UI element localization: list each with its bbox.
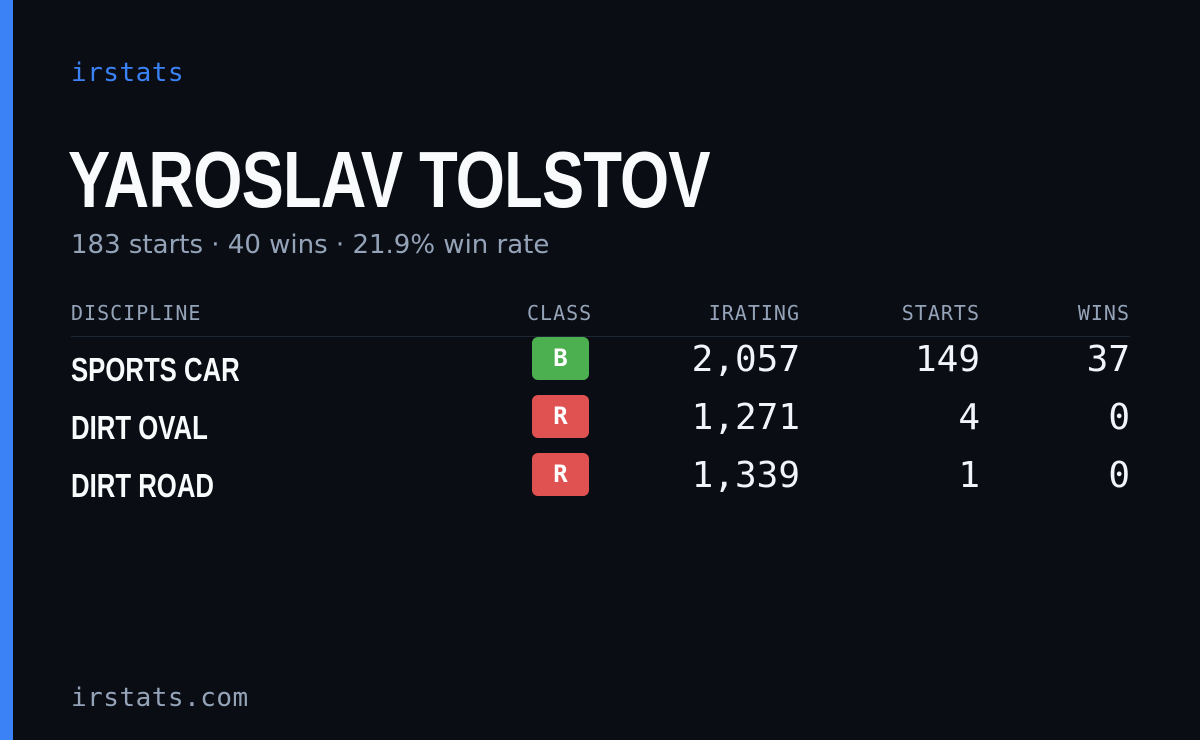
- irating-value: 1,271: [691, 397, 800, 438]
- wins-value: 0: [1108, 397, 1130, 438]
- accent-bar: [0, 0, 13, 740]
- starts-value: 149: [914, 339, 980, 380]
- wins-value: 37: [1086, 339, 1130, 380]
- driver-name: YAROSLAV TOLSTOV: [68, 135, 711, 224]
- license-class-badge: R: [532, 453, 589, 496]
- starts-value: 1: [958, 455, 980, 496]
- footer-url: irstats.com: [71, 683, 249, 713]
- header-class: CLASS: [527, 301, 593, 325]
- ratings-table: DISCIPLINE CLASS IRATING STARTS WINS SPO…: [71, 296, 1130, 511]
- discipline-name: DIRT OVAL: [71, 409, 208, 446]
- header-discipline: DISCIPLINE: [71, 301, 202, 325]
- discipline-name: DIRT ROAD: [71, 467, 214, 504]
- header-wins: WINS: [1077, 301, 1130, 325]
- table-header: DISCIPLINE CLASS IRATING STARTS WINS: [71, 296, 1130, 337]
- header-irating: IRATING: [708, 301, 800, 325]
- driver-summary: 183 starts · 40 wins · 21.9% win rate: [71, 230, 550, 260]
- brand-logo: irstats: [71, 58, 185, 88]
- discipline-name: SPORTS CAR: [71, 351, 240, 388]
- starts-value: 4: [958, 397, 980, 438]
- irating-value: 1,339: [691, 455, 800, 496]
- table-row: SPORTS CAR B 2,057 149 37: [71, 337, 1130, 395]
- table-row: DIRT OVAL R 1,271 4 0: [71, 395, 1130, 453]
- table-row: DIRT ROAD R 1,339 1 0: [71, 453, 1130, 511]
- header-starts: STARTS: [901, 301, 980, 325]
- license-class-badge: B: [532, 337, 589, 380]
- wins-value: 0: [1108, 455, 1130, 496]
- irating-value: 2,057: [691, 339, 800, 380]
- license-class-badge: R: [532, 395, 589, 438]
